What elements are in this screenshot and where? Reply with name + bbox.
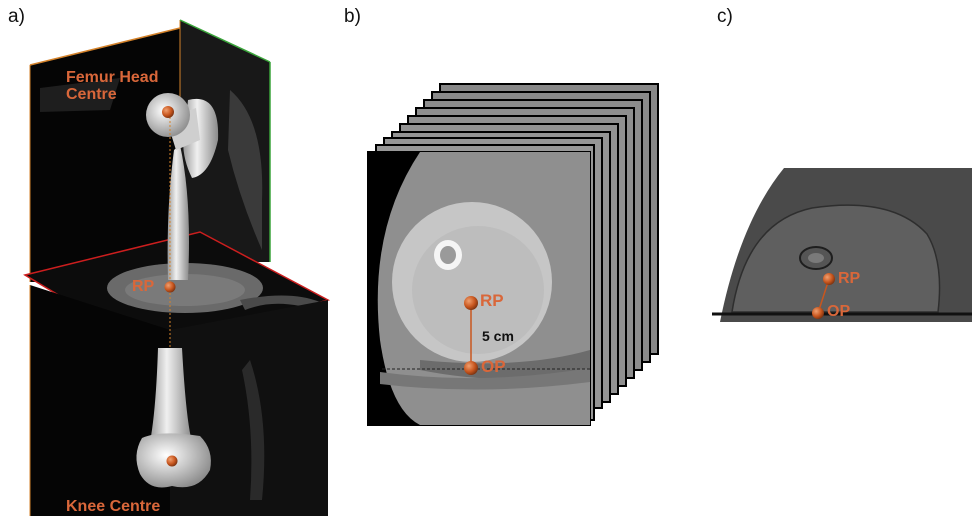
panel-b-label: b): [344, 6, 361, 27]
panel-c-figure: [712, 168, 972, 322]
panel-a-label: a): [8, 6, 25, 27]
op-marker-c: [812, 307, 824, 319]
rp-label-a: RP: [132, 278, 155, 295]
rp-marker-a: [164, 281, 176, 293]
op-label-c: OP: [827, 303, 851, 320]
femur-distal-shaft: [150, 348, 192, 442]
femur-head-centre-label: Femur Head Centre: [66, 69, 159, 103]
knee-centre-label: Knee Centre: [66, 498, 161, 515]
panel-a-figure: [23, 19, 331, 516]
op-label-b: OP: [481, 357, 506, 376]
rp-marker-b: [464, 296, 478, 310]
op-marker-b: [464, 361, 478, 375]
femur-head-centre-marker: [162, 106, 174, 118]
frontal-plane-lower: [30, 285, 170, 516]
distance-label: 5 cm: [482, 328, 514, 344]
panel-b-figure: [367, 83, 659, 426]
femur-shaft: [167, 145, 189, 280]
thigh-contour-c: [731, 204, 941, 313]
rp-marker-c: [823, 273, 835, 285]
rp-label-b: RP: [480, 291, 504, 310]
knee-centre-marker: [166, 455, 178, 467]
panel-c-label: c): [717, 6, 733, 27]
rp-label-c: RP: [838, 270, 861, 287]
